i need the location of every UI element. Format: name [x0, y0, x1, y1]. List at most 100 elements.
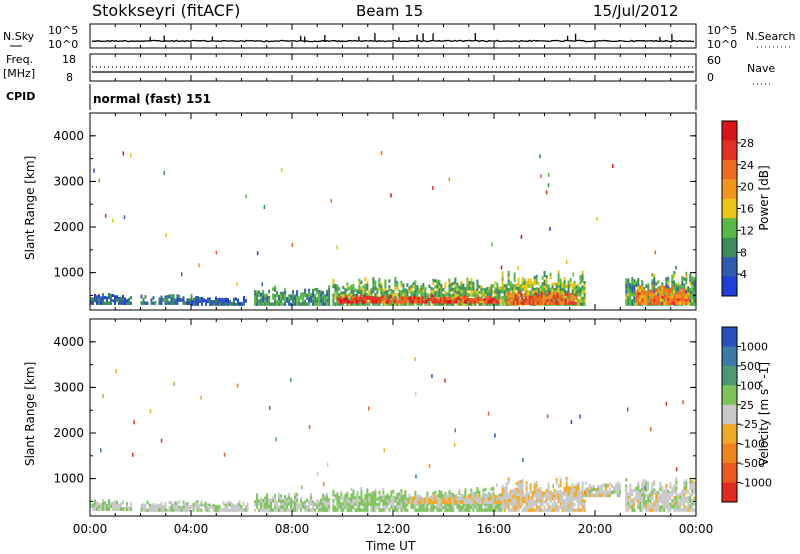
heat-cell [503, 290, 506, 294]
heat-cell [677, 493, 680, 498]
heat-cell [675, 301, 678, 305]
heat-cell [572, 298, 575, 302]
heat-cell [462, 299, 465, 303]
colorbar-segment [722, 443, 737, 464]
heat-cell [416, 508, 419, 512]
heat-cell [348, 292, 351, 297]
heat-cell [294, 297, 297, 301]
colorbar-segment [722, 257, 737, 277]
heat-cell [545, 495, 548, 499]
heat-cell [525, 502, 528, 506]
heat-cell [290, 297, 293, 301]
heat-cell [491, 500, 494, 505]
heat-cell [529, 483, 532, 487]
heat-cell [348, 500, 351, 504]
heat-cell [573, 508, 576, 512]
heat-cell [266, 302, 269, 306]
heat-cell [561, 287, 564, 292]
heat-cell [616, 493, 619, 498]
heat-cell [476, 505, 479, 509]
heat-cell [527, 293, 530, 297]
heat-cell [100, 506, 102, 511]
heat-cell [629, 483, 632, 487]
heat-cell [178, 508, 181, 512]
heat-cell [284, 294, 287, 298]
heat-cell [635, 283, 638, 288]
heat-cell [342, 302, 345, 306]
heat-cell [266, 496, 269, 500]
heat-cell [669, 482, 672, 486]
heat-cell [516, 291, 519, 295]
heat-cell [551, 288, 554, 292]
heat-cell [408, 289, 411, 294]
heat-cell [442, 494, 445, 498]
heat-cell [592, 487, 595, 492]
heat-cell [362, 288, 365, 292]
heat-cell [501, 283, 504, 288]
heat-cell [503, 299, 506, 303]
heat-cell [523, 284, 526, 288]
heat-cell [326, 492, 329, 497]
heat-cell [675, 486, 678, 491]
heat-cell [462, 494, 465, 498]
y-tick-label: 1000 [53, 266, 84, 280]
heat-cell [144, 295, 147, 299]
heat-cell [583, 287, 586, 291]
heat-cell [657, 292, 660, 297]
heat-cell [677, 301, 680, 305]
heat-cell [687, 289, 690, 293]
heat-cell [631, 280, 634, 284]
heat-cell [396, 495, 399, 500]
scatter-echo [444, 378, 446, 383]
scatter-echo [163, 170, 165, 175]
heat-cell [158, 297, 161, 302]
heat-cell [372, 505, 375, 509]
heat-cell [581, 296, 584, 301]
heat-cell [549, 496, 552, 500]
heat-cell [637, 493, 640, 498]
heat-cell [625, 299, 628, 303]
heat-cell [221, 300, 223, 304]
heat-cell [639, 508, 642, 512]
heat-cell [665, 298, 668, 302]
heat-cell [443, 500, 446, 505]
heat-cell [452, 293, 455, 297]
heat-cell [661, 287, 664, 291]
heat-cell [579, 290, 582, 294]
heat-cell [106, 299, 108, 303]
heat-cell [358, 502, 361, 506]
heat-cell [525, 481, 528, 485]
heat-cell [403, 296, 406, 301]
heat-cell [555, 496, 558, 500]
heat-cell [671, 283, 674, 288]
heat-cell [505, 286, 508, 291]
heat-cell [397, 300, 400, 304]
heat-cell [625, 290, 628, 294]
heat-cell [639, 291, 642, 296]
heat-cell [618, 486, 621, 491]
heat-cell [581, 279, 584, 283]
heat-cell [432, 281, 435, 286]
heat-cell [413, 295, 416, 300]
heat-cell [474, 495, 477, 499]
heat-cell [434, 279, 437, 283]
heat-cell [581, 288, 584, 292]
heat-cell [458, 291, 461, 295]
heat-cell [392, 490, 395, 494]
heat-cell [551, 508, 554, 512]
heat-cell [583, 290, 586, 294]
heat-cell [314, 299, 317, 303]
heat-cell [288, 496, 291, 500]
heat-cell [657, 491, 660, 495]
heat-cell [683, 298, 686, 302]
heat-cell [434, 285, 437, 289]
heat-cell [501, 280, 504, 285]
heat-cell [208, 506, 211, 510]
heat-cell [577, 496, 580, 500]
heat-cell [284, 508, 287, 512]
heat-cell [326, 498, 329, 503]
heat-cell [314, 293, 317, 297]
heat-cell [254, 508, 257, 512]
heat-cell [116, 500, 118, 505]
heat-cell [268, 501, 271, 506]
